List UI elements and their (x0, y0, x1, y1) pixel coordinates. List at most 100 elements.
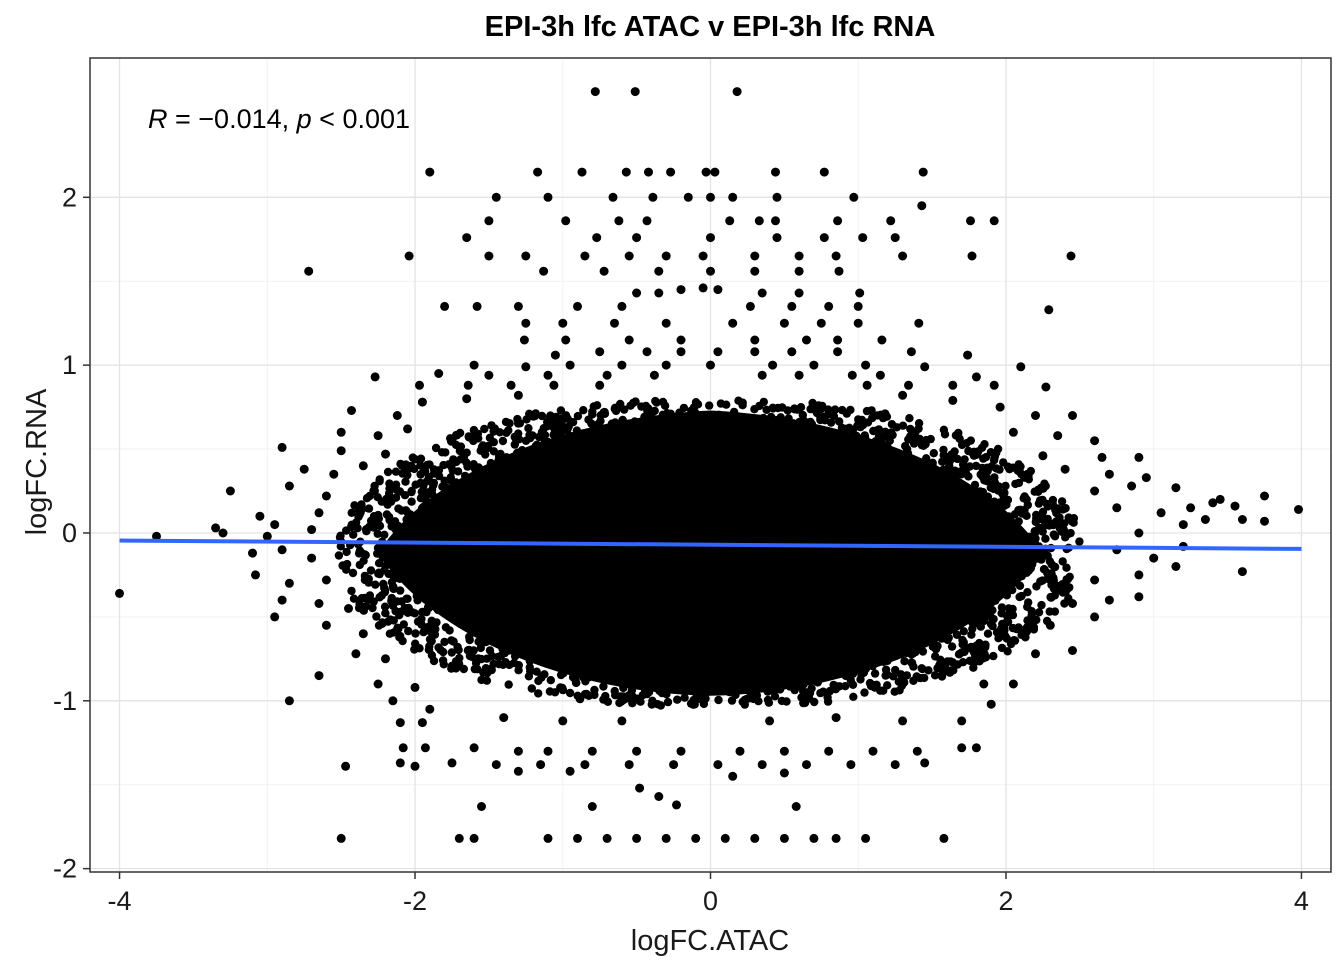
x-tick-label: 2 (998, 886, 1013, 916)
data-point (989, 380, 999, 390)
cloud-edge-point (372, 612, 381, 621)
cloud-edge-point (1069, 514, 1079, 523)
cloud-edge-point (552, 660, 561, 669)
cloud-edge-point (999, 499, 1008, 508)
data-point (745, 301, 755, 311)
cloud-edge-point (462, 448, 471, 457)
cloud-edge-point (935, 660, 944, 670)
cloud-edge-point (451, 478, 461, 487)
data-point (299, 464, 309, 474)
cloud-edge-point (972, 619, 981, 628)
cloud-edge-point (830, 405, 840, 414)
data-point (610, 318, 619, 328)
data-point (676, 335, 686, 345)
data-point (248, 548, 257, 558)
cloud-edge-point (546, 417, 555, 427)
cloud-edge-point (816, 413, 825, 423)
data-point (920, 758, 930, 768)
cloud-edge-point (881, 427, 890, 436)
data-point (1260, 516, 1269, 526)
cloud-edge-point (791, 427, 800, 437)
data-point (573, 301, 582, 311)
cloud-edge-point (865, 678, 875, 688)
cloud-edge-point (999, 458, 1008, 467)
cloud-edge-point (1034, 486, 1043, 496)
cloud-edge-point (1049, 530, 1059, 539)
data-point (750, 251, 760, 261)
cloud-edge-point (397, 506, 406, 515)
cloud-edge-point (373, 493, 382, 502)
data-points (115, 87, 1303, 843)
cloud-edge-point (419, 627, 428, 637)
cloud-edge-point (829, 412, 839, 421)
cloud-edge-point (931, 645, 941, 654)
data-point (1149, 553, 1159, 563)
data-point (543, 370, 553, 380)
cloud-edge-point (983, 629, 993, 638)
cloud-edge-point (456, 442, 466, 451)
cloud-edge-point (481, 637, 490, 647)
cloud-edge-point (498, 436, 508, 446)
annotation-sep: , (282, 104, 297, 134)
data-point (847, 370, 857, 380)
cloud-edge-point (860, 431, 869, 440)
data-point (1066, 251, 1076, 261)
cloud-edge-point (557, 416, 567, 426)
y-tick-label: -2 (53, 854, 77, 884)
data-point (440, 301, 450, 311)
data-point (1134, 452, 1144, 462)
data-point (270, 520, 280, 530)
data-point (794, 370, 804, 380)
cloud-edge-point (1048, 495, 1058, 505)
cloud-edge-point (606, 428, 615, 438)
cloud-edge-point (407, 487, 416, 497)
cloud-edge-point (403, 574, 412, 584)
data-point (732, 87, 742, 97)
r-symbol: R (148, 104, 168, 134)
data-point (644, 167, 653, 177)
data-point (632, 233, 642, 243)
data-point (1141, 473, 1151, 483)
cloud-edge-point (424, 472, 434, 482)
cloud-edge-point (902, 444, 912, 454)
cloud-edge-point (990, 478, 1000, 488)
cloud-edge-point (819, 687, 828, 696)
data-point (971, 743, 981, 753)
data-point (787, 301, 797, 311)
cloud-edge-point (782, 697, 791, 706)
cloud-edge-point (626, 401, 635, 410)
cloud-edge-point (437, 448, 447, 457)
cloud-edge-point (360, 575, 370, 585)
cloud-edge-point (725, 687, 734, 697)
cloud-edge-point (410, 464, 419, 474)
cloud-edge-point (690, 408, 700, 417)
data-point (417, 718, 427, 728)
data-point (861, 833, 871, 843)
data-point (415, 380, 424, 390)
cloud-edge-point (556, 670, 566, 680)
data-point (649, 370, 659, 380)
data-point (373, 431, 383, 441)
cloud-edge-point (537, 427, 547, 437)
data-point (1237, 515, 1247, 524)
cloud-edge-point (429, 656, 439, 666)
data-point (725, 216, 735, 226)
data-point (590, 87, 600, 97)
cloud-edge-point (449, 455, 458, 464)
cloud-edge-point (1023, 616, 1032, 625)
data-point (706, 233, 715, 243)
cloud-edge-point (481, 664, 491, 673)
cloud-edge-point (1040, 521, 1050, 530)
data-point (809, 833, 819, 843)
cloud-edge-point (599, 682, 608, 691)
cloud-edge-point (419, 502, 428, 512)
data-point (565, 766, 575, 776)
data-point (284, 578, 294, 588)
cloud-edge-point (980, 440, 989, 449)
cloud-edge-point (1050, 607, 1060, 616)
cloud-edge-point (1040, 479, 1049, 488)
data-point (771, 167, 780, 177)
data-point (484, 216, 494, 226)
data-point (877, 335, 887, 345)
cloud-edge-point (1036, 514, 1045, 524)
